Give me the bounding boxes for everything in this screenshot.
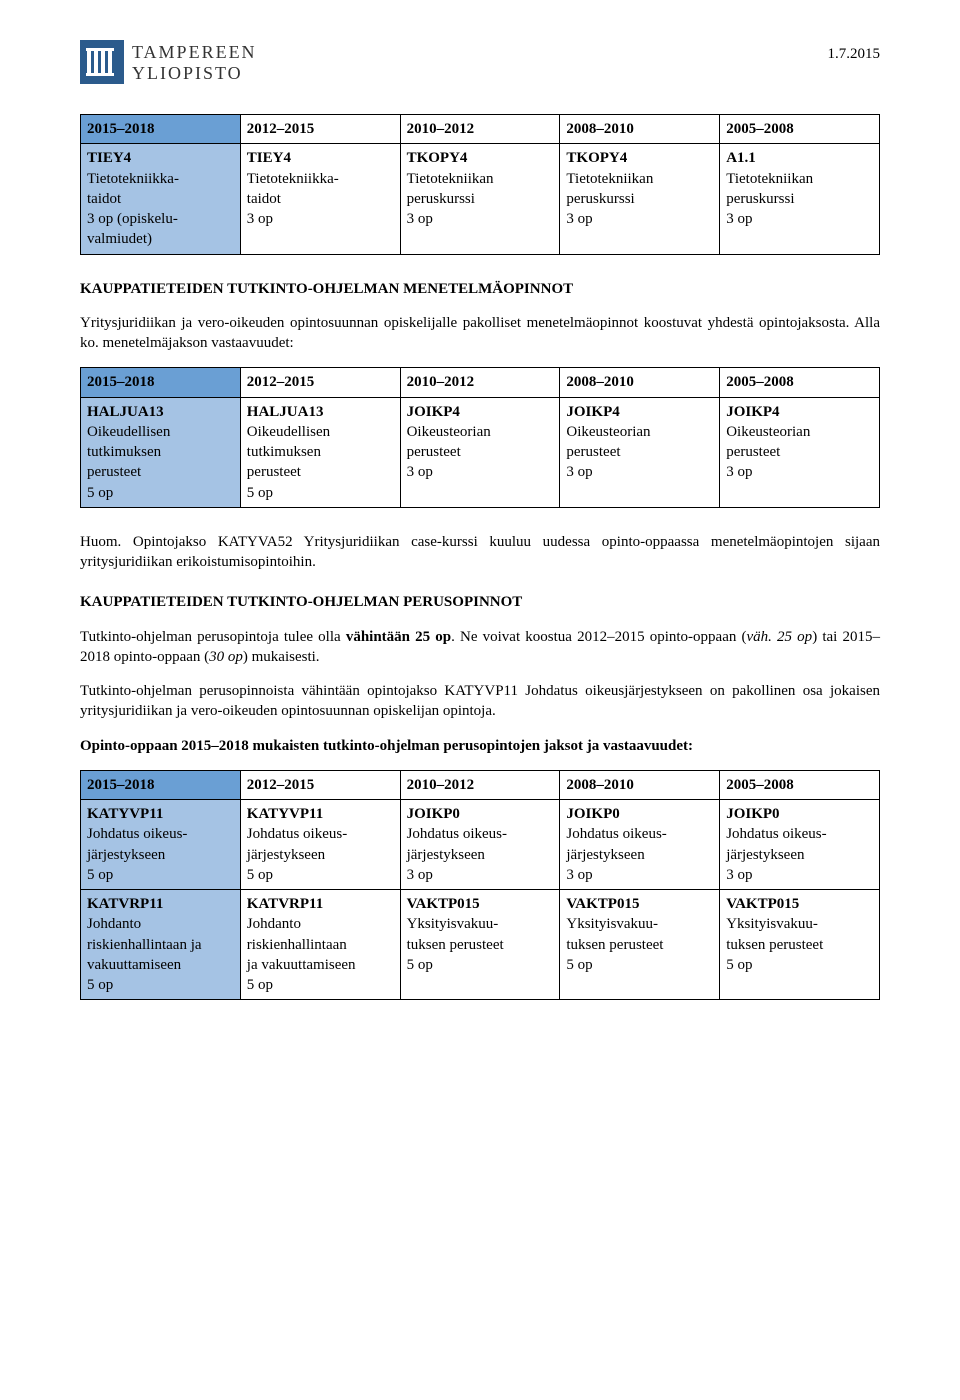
perusopinnot-para-2: Tutkinto-ohjelman perusopinnoista vähint… — [80, 681, 880, 722]
cell: KATYVP11Johdatus oikeus-järjestykseen5 o… — [81, 800, 241, 890]
section-title-menetelma: KAUPPATIETEIDEN TUTKINTO-OHJELMAN MENETE… — [80, 279, 880, 299]
table-header-row: 2015–2018 2012–2015 2010–2012 2008–2010 … — [81, 115, 880, 144]
italic-text: 30 op — [209, 649, 243, 665]
perusopinnot-para-1: Tutkinto-ohjelman perusopintoja tulee ol… — [80, 627, 880, 668]
cell: JOIKP4Oikeusteorianperusteet3 op — [720, 397, 880, 507]
col-header: 2010–2012 — [400, 115, 560, 144]
bold-text: vähintään 25 op — [346, 629, 451, 645]
cell: TIEY4Tietotekniikka-taidot3 op — [240, 144, 400, 254]
table-row: KATYVP11Johdatus oikeus-järjestykseen5 o… — [81, 800, 880, 890]
cell: TKOPY4Tietotekniikanperuskurssi3 op — [400, 144, 560, 254]
cell: A1.1Tietotekniikanperuskurssi3 op — [720, 144, 880, 254]
cell: HALJUA13Oikeudellisentutkimuksenperustee… — [240, 397, 400, 507]
logo-text: TAMPEREEN YLIOPISTO — [132, 40, 257, 83]
cell: JOIKP0Johdatus oikeus-järjestykseen3 op — [720, 800, 880, 890]
col-header: 2005–2008 — [720, 115, 880, 144]
col-header: 2010–2012 — [400, 368, 560, 397]
text: Tutkinto-ohjelman perusopintoja tulee ol… — [80, 629, 346, 645]
section-title-perusopinnot: KAUPPATIETEIDEN TUTKINTO-OHJELMAN PERUSO… — [80, 592, 880, 612]
col-header: 2012–2015 — [240, 770, 400, 799]
col-header: 2015–2018 — [81, 115, 241, 144]
logo-line-2: YLIOPISTO — [132, 63, 257, 84]
col-header: 2015–2018 — [81, 770, 241, 799]
table-perusopinnot: 2015–2018 2012–2015 2010–2012 2008–2010 … — [80, 770, 880, 1001]
table-row: TIEY4Tietotekniikka-taidot3 op (opiskelu… — [81, 144, 880, 254]
col-header: 2005–2008 — [720, 770, 880, 799]
col-header: 2012–2015 — [240, 115, 400, 144]
cell: VAKTP015Yksityisvakuu-tuksen perusteet5 … — [400, 890, 560, 1000]
table-haljua13: 2015–2018 2012–2015 2010–2012 2008–2010 … — [80, 367, 880, 508]
table-header-row: 2015–2018 2012–2015 2010–2012 2008–2010 … — [81, 770, 880, 799]
table-header-row: 2015–2018 2012–2015 2010–2012 2008–2010 … — [81, 368, 880, 397]
note-paragraph: Huom. Opintojakso KATYVA52 Yritysjuridii… — [80, 532, 880, 573]
logo-emblem — [80, 40, 124, 84]
col-header: 2008–2010 — [560, 115, 720, 144]
text: . Ne voivat koostua 2012–2015 opinto-opp… — [451, 629, 746, 645]
cell: HALJUA13Oikeudellisentutkimuksenperustee… — [81, 397, 241, 507]
cell: KATVRP11Johdantoriskienhallintaanja vaku… — [240, 890, 400, 1000]
cell: JOIKP0Johdatus oikeus-järjestykseen3 op — [400, 800, 560, 890]
cell: TKOPY4Tietotekniikanperuskurssi3 op — [560, 144, 720, 254]
perusopinnot-para-3: Opinto-oppaan 2015–2018 mukaisten tutkin… — [80, 736, 880, 756]
cell: JOIKP0Johdatus oikeus-järjestykseen3 op — [560, 800, 720, 890]
cell: VAKTP015Yksityisvakuu-tuksen perusteet5 … — [720, 890, 880, 1000]
italic-text: väh. 25 op — [747, 629, 813, 645]
section-para: Yritysjuridiikan ja vero-oikeuden opinto… — [80, 313, 880, 354]
cell: JOIKP4Oikeusteorianperusteet3 op — [560, 397, 720, 507]
col-header: 2008–2010 — [560, 770, 720, 799]
page-header: TAMPEREEN YLIOPISTO 1.7.2015 — [80, 40, 880, 84]
university-logo: TAMPEREEN YLIOPISTO — [80, 40, 257, 84]
table-row: HALJUA13Oikeudellisentutkimuksenperustee… — [81, 397, 880, 507]
col-header: 2012–2015 — [240, 368, 400, 397]
table-row: KATVRP11Johdantoriskienhallintaan javaku… — [81, 890, 880, 1000]
cell: TIEY4Tietotekniikka-taidot3 op (opiskelu… — [81, 144, 241, 254]
text: ) mukaisesti. — [243, 649, 320, 665]
pillars-icon — [84, 44, 120, 80]
col-header: 2010–2012 — [400, 770, 560, 799]
cell: KATVRP11Johdantoriskienhallintaan javaku… — [81, 890, 241, 1000]
logo-line-1: TAMPEREEN — [132, 42, 257, 63]
document-date: 1.7.2015 — [828, 40, 881, 64]
col-header: 2015–2018 — [81, 368, 241, 397]
table-tiey4: 2015–2018 2012–2015 2010–2012 2008–2010 … — [80, 114, 880, 255]
cell: VAKTP015Yksityisvakuu-tuksen perusteet5 … — [560, 890, 720, 1000]
col-header: 2005–2008 — [720, 368, 880, 397]
cell: JOIKP4Oikeusteorianperusteet3 op — [400, 397, 560, 507]
col-header: 2008–2010 — [560, 368, 720, 397]
cell: KATYVP11Johdatus oikeus-järjestykseen5 o… — [240, 800, 400, 890]
